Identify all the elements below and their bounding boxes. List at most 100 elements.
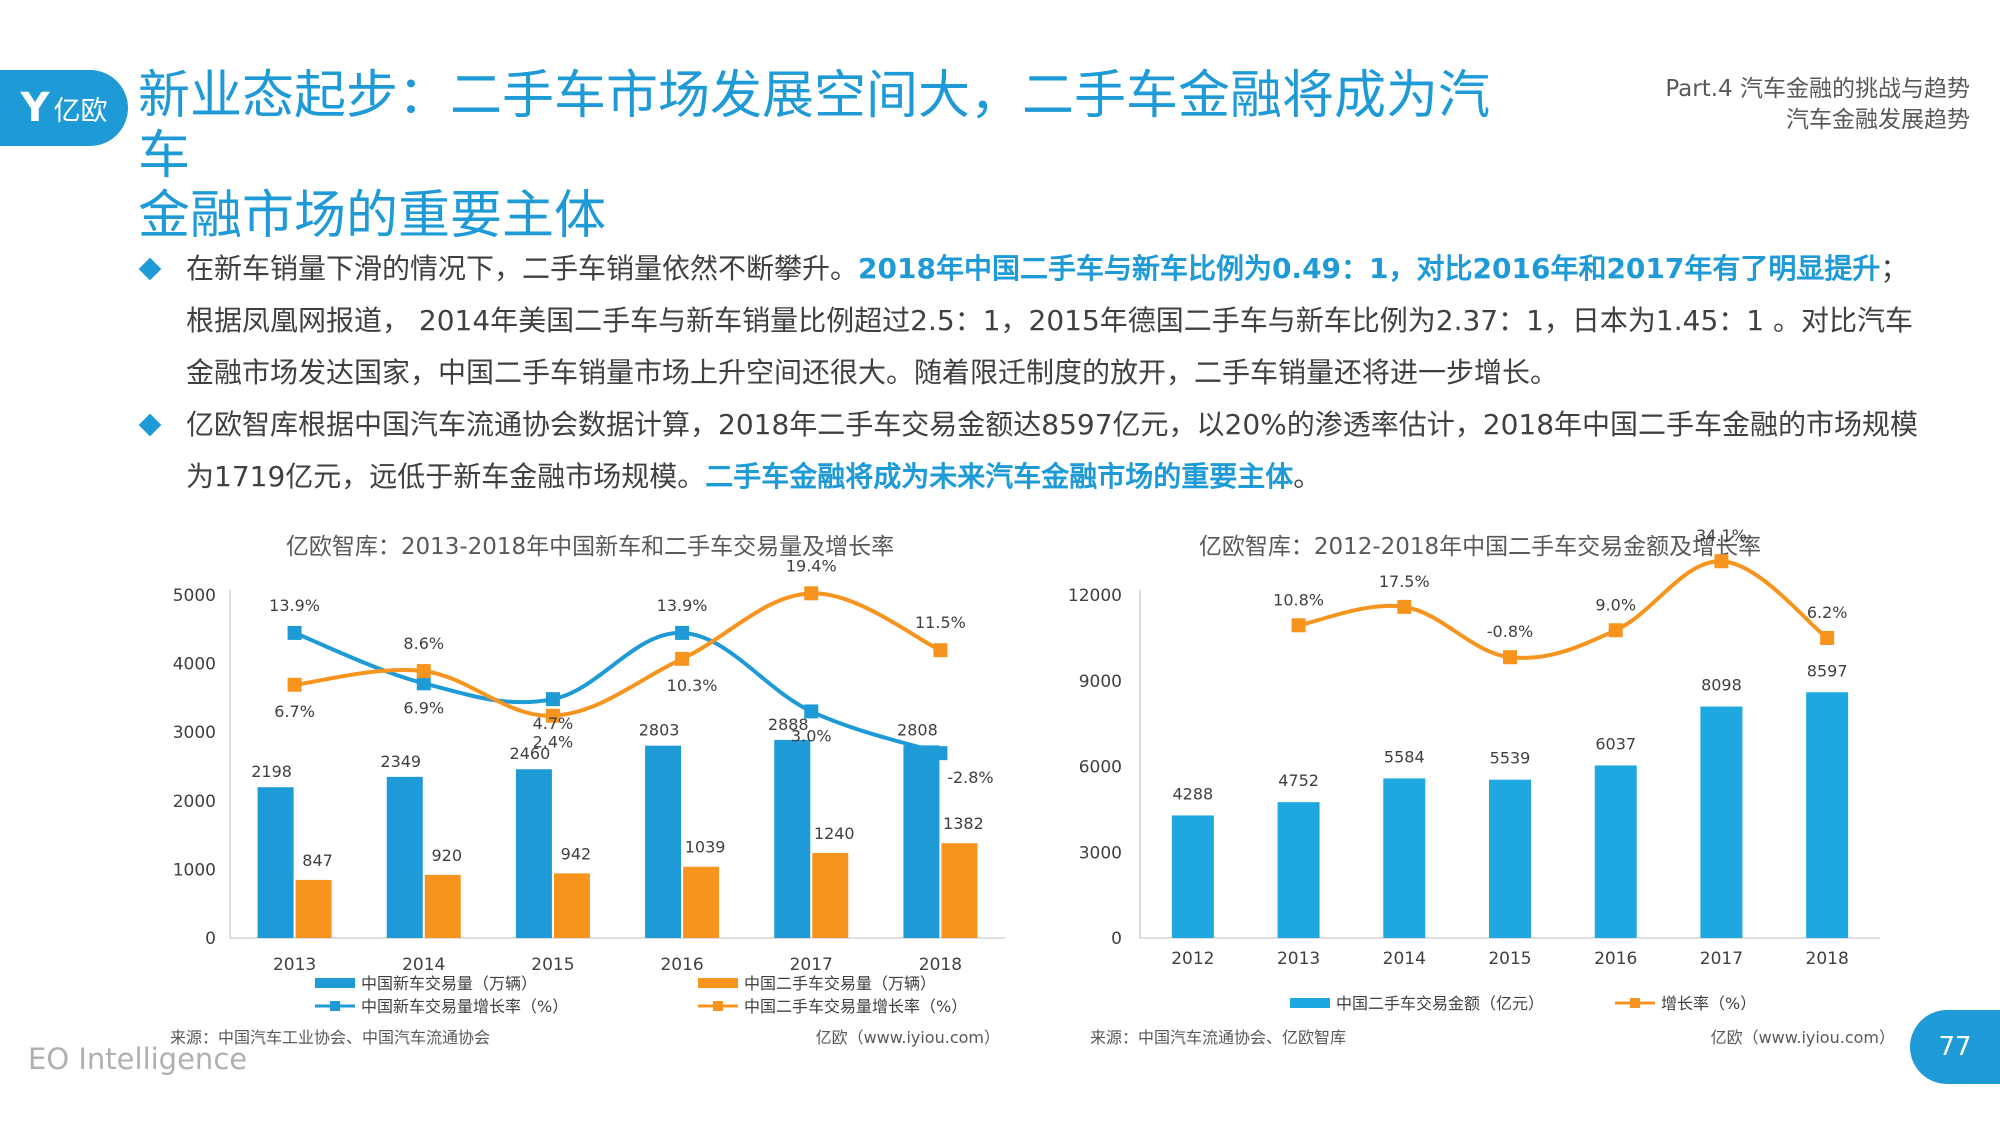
bar-value-label: 4288 [1172,784,1213,803]
legend-swatch [1290,998,1330,1008]
section-label: Part.4 汽车金融的挑战与趋势 汽车金融发展趋势 [1665,74,1970,136]
line-new-car-growth [293,630,942,756]
bullet-highlight: 2018年中国二手车与新车比例为0.49：1，对比2016年和2017年有了明显… [858,252,1881,285]
section-part: Part.4 汽车金融的挑战与趋势 [1665,76,1970,102]
x-tick-label: 2012 [1171,949,1214,969]
x-tick-label: 2018 [919,955,962,975]
bar-new-car [903,745,940,938]
new-growth-label: -2.8% [947,768,993,787]
line-marker [287,625,302,640]
bar-new-car [774,739,811,938]
line-value-growth [1298,559,1829,660]
line-marker [545,692,560,707]
y-tick-label: 3000 [173,723,216,743]
bar-transaction-value [1171,815,1214,938]
bar-value-label: 4752 [1278,771,1319,790]
y-tick-label: 6000 [1079,758,1122,778]
x-tick-label: 2015 [1488,949,1531,969]
growth-label: 9.0% [1595,595,1636,614]
legend-label: 中国二手车交易量（万辆） [744,974,936,993]
legend-marker [713,1001,723,1011]
page-title: 新业态起步：二手车市场发展空间大，二手车金融将成为汽车 金融市场的重要主体 [138,66,1538,246]
new-growth-label: 3.0% [791,726,832,745]
page-title-line1: 新业态起步：二手车市场发展空间大，二手车金融将成为汽车 [138,66,1491,186]
line-marker [804,586,819,601]
y-tick-label: 5000 [173,586,216,606]
bar-value-label: 847 [302,851,333,870]
growth-label: 10.8% [1273,590,1324,609]
used-growth-label: 19.4% [786,556,837,575]
bar-transaction-value [1594,765,1637,938]
bullet-item: 亿欧智库根据中国汽车流通协会数据计算，2018年二手车交易金额达8597亿元，以… [138,399,1922,503]
chart-brand: 亿欧（www.iyiou.com） [816,1028,1000,1047]
y-tick-label: 4000 [173,655,216,675]
new-growth-label: 6.9% [403,698,444,717]
bar-transaction-value [1700,706,1743,938]
logo-mark: Y [20,85,50,131]
bullet-text: 。 [1293,460,1322,493]
legend-swatch [698,978,738,988]
growth-label: 6.2% [1807,603,1848,622]
bar-value-label: 2803 [639,721,680,740]
bar-value-label: 2349 [380,752,421,771]
bullet-list: 在新车销量下滑的情况下，二手车销量依然不断攀升。2018年中国二手车与新车比例为… [138,243,1922,503]
bullet-text: 在新车销量下滑的情况下，二手车销量依然不断攀升。 [186,252,859,285]
legend-label: 中国二手车交易量增长率（%） [744,997,967,1016]
line-marker [1820,630,1835,645]
bullet-item: 在新车销量下滑的情况下，二手车销量依然不断攀升。2018年中国二手车与新车比例为… [138,243,1922,399]
y-tick-label: 12000 [1068,586,1122,606]
bar-value-label: 2198 [251,762,292,781]
x-tick-label: 2015 [531,955,574,975]
legend-label: 中国新车交易量（万辆） [361,974,537,993]
x-tick-label: 2013 [1277,949,1320,969]
bar-value-label: 6037 [1595,734,1636,753]
bar-value-label: 8098 [1701,676,1742,695]
legend-label: 中国二手车交易金额（亿元） [1336,994,1544,1013]
line-marker [1397,599,1412,614]
chart-used-car-value: 亿欧智库：2012-2018年中国二手车交易金额及增长率 0 3000 6000 900… [1068,526,1895,1047]
line-marker [545,708,560,723]
x-tick-label: 2017 [1700,949,1743,969]
legend-label: 中国新车交易量增长率（%） [361,997,568,1016]
bar-value-label: 942 [561,844,592,863]
bar-used-car [812,852,849,938]
chart-vehicle-volume: 亿欧智库：2013-2018年中国新车和二手车交易量及增长率 0 1000 2000 3… [170,534,1005,1047]
logo-text: 亿欧 [53,95,108,127]
chart-title: 亿欧智库：2012-2018年中国二手车交易金额及增长率 [1199,534,1761,560]
line-marker [1291,618,1306,633]
bar-transaction-value [1277,802,1320,938]
legend-label: 增长率（%） [1661,994,1756,1013]
page-number: 77 [1910,1010,2000,1084]
line-marker [416,664,431,679]
line-marker [416,676,431,691]
used-growth-label: 10.3% [667,676,718,695]
bullet-text: 亿欧智库根据中国汽车流通协会数据计算，2018年二手车交易金额达8597亿元，以… [186,408,1919,493]
x-tick-label: 2014 [402,955,445,975]
logo: Y 亿欧 [0,70,128,146]
eo-intelligence-brand: EO Intelligence [28,1042,248,1076]
bullet-diamond-icon [138,257,162,281]
used-growth-label: 6.7% [274,702,315,721]
chart-brand: 亿欧（www.iyiou.com） [1711,1028,1895,1047]
line-marker [804,704,819,719]
bar-value-label: 2888 [768,715,809,734]
x-tick-label: 2013 [273,955,316,975]
y-tick-label: 0 [1111,929,1122,949]
line-marker [933,746,948,761]
x-tick-label: 2014 [1383,949,1426,969]
used-growth-label: 2.4% [533,733,574,752]
new-growth-label: 13.9% [657,596,708,615]
line-marker [1503,650,1517,665]
bar-value-label: 5539 [1490,749,1531,768]
line-marker [1714,554,1729,569]
bar-value-label: 1382 [943,814,984,833]
line-marker [933,643,948,658]
bar-new-car [386,776,423,938]
x-tick-label: 2016 [1594,949,1637,969]
bar-value-label: 2808 [897,720,938,739]
legend-marker [1630,998,1640,1008]
y-tick-label: 3000 [1079,843,1122,863]
x-tick-label: 2018 [1806,949,1849,969]
legend-swatch [315,978,355,988]
y-tick-label: 1000 [173,860,216,880]
